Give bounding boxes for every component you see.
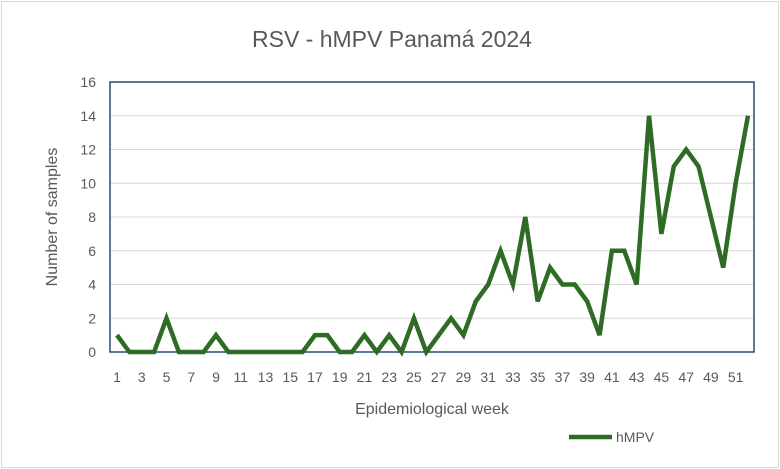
x-tick-label: 15 xyxy=(282,369,298,385)
y-axis-ticks: 0 2 4 6 8 10 12 14 16 xyxy=(80,74,96,360)
y-tick-label: 2 xyxy=(88,310,96,326)
x-tick-label: 1 xyxy=(113,369,121,385)
y-tick-label: 8 xyxy=(88,209,96,225)
x-tick-label: 5 xyxy=(163,369,171,385)
plot-area-border xyxy=(109,81,755,353)
y-tick-label: 4 xyxy=(88,277,96,293)
x-tick-label: 33 xyxy=(505,369,521,385)
chart-title: RSV - hMPV Panamá 2024 xyxy=(252,26,532,52)
x-tick-label: 21 xyxy=(357,369,373,385)
y-tick-label: 14 xyxy=(80,108,96,124)
y-tick-label: 16 xyxy=(80,74,96,90)
x-tick-label: 13 xyxy=(258,369,274,385)
x-tick-label: 27 xyxy=(431,369,447,385)
x-tick-label: 51 xyxy=(728,369,744,385)
x-tick-label: 23 xyxy=(381,369,397,385)
y-tick-label: 12 xyxy=(80,142,96,158)
x-tick-label: 11 xyxy=(233,369,248,385)
x-tick-label: 19 xyxy=(332,369,348,385)
x-tick-label: 9 xyxy=(212,369,220,385)
y-axis-label: Number of samples xyxy=(44,148,61,287)
x-tick-label: 31 xyxy=(480,369,496,385)
x-tick-label: 29 xyxy=(456,369,472,385)
x-tick-label: 7 xyxy=(187,369,195,385)
x-tick-label: 45 xyxy=(654,369,670,385)
y-tick-label: 0 xyxy=(88,344,96,360)
x-tick-label: 49 xyxy=(703,369,719,385)
x-tick-label: 41 xyxy=(604,369,620,385)
x-tick-label: 25 xyxy=(406,369,422,385)
x-tick-label: 39 xyxy=(579,369,595,385)
x-tick-label: 47 xyxy=(678,369,694,385)
legend-label-hmpv: hMPV xyxy=(616,429,655,445)
x-axis-ticks: 1 3 5 7 9 11 13 15 17 19 21 23 25 27 29 31 33 35 37 39 41 43 4… xyxy=(113,369,744,385)
x-tick-label: 17 xyxy=(307,369,323,385)
x-axis-label: Epidemiological week xyxy=(355,401,510,418)
x-tick-label: 43 xyxy=(629,369,645,385)
y-tick-label: 6 xyxy=(88,243,96,259)
series-line-hmpv xyxy=(115,115,751,357)
legend: hMPV xyxy=(569,429,655,445)
y-tick-label: 10 xyxy=(80,175,96,191)
x-tick-label: 37 xyxy=(555,369,571,385)
x-tick-label: 3 xyxy=(138,369,146,385)
x-tick-label: 35 xyxy=(530,369,546,385)
